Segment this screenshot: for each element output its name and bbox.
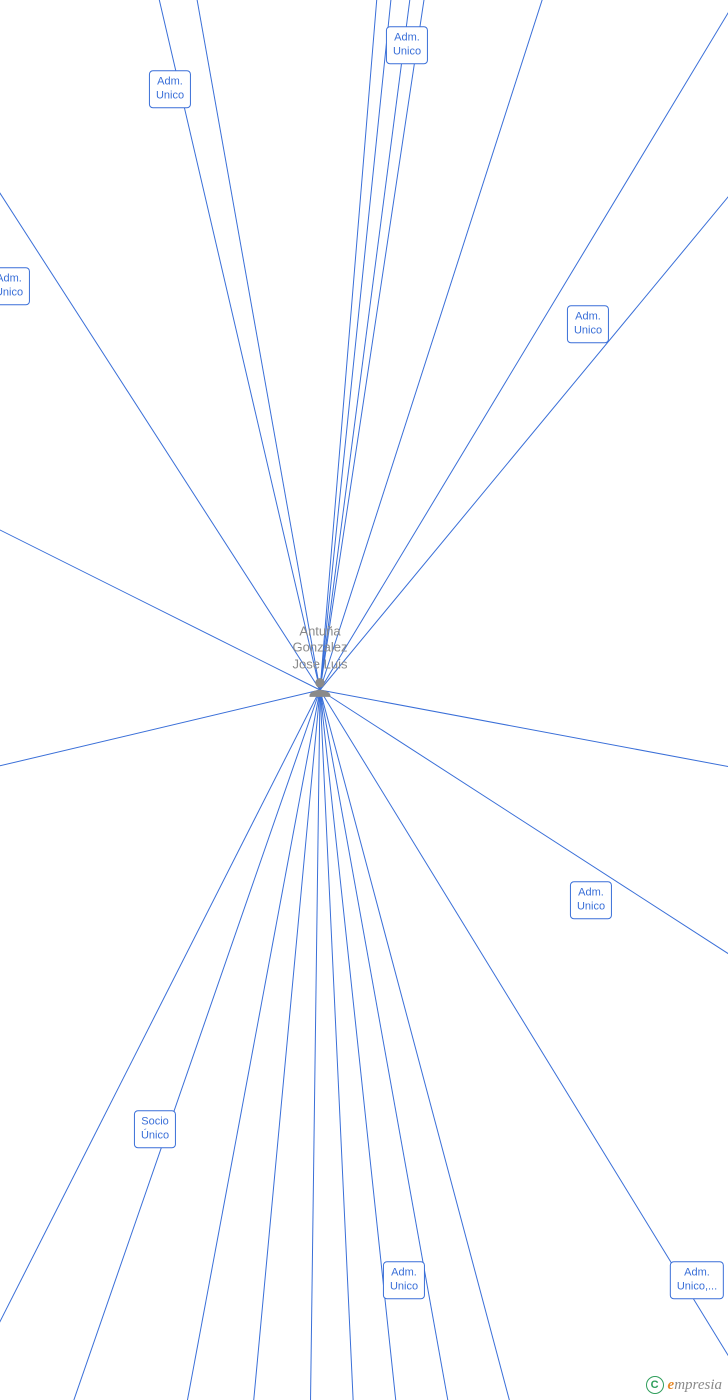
person-icon	[306, 674, 334, 707]
relation-node[interactable]: Adm. Unico	[149, 70, 191, 108]
graph-edge	[320, 690, 355, 1400]
relation-node[interactable]: Adm. Unico,...	[670, 1261, 724, 1299]
footer: C empresia	[646, 1376, 722, 1394]
graph-edge	[320, 690, 728, 780]
copyright-symbol: C	[651, 1379, 659, 1391]
graph-edge	[180, 690, 320, 1400]
relation-node[interactable]: Adm. Unico	[567, 305, 609, 343]
graph-edge	[320, 690, 728, 1400]
graph-edge	[60, 690, 320, 1400]
graph-edge	[310, 690, 320, 1400]
graph-edge	[250, 690, 320, 1400]
graph-edge	[320, 110, 728, 690]
graph-edge	[0, 500, 320, 690]
center-node-label: Antuña Gonzalez Jose Luis	[293, 623, 348, 672]
graph-edge	[320, 690, 728, 1000]
relation-node[interactable]: Adm. Unico	[570, 881, 612, 919]
graph-edge	[320, 0, 430, 690]
graph-edge	[190, 0, 320, 690]
copyright-icon: C	[646, 1376, 664, 1394]
relation-node[interactable]: Socio Único	[134, 1110, 176, 1148]
graph-canvas	[0, 0, 728, 1400]
graph-edge	[320, 0, 380, 690]
relation-node[interactable]: Adm. Unico	[383, 1261, 425, 1299]
relation-node[interactable]: Adm. Unico	[386, 26, 428, 64]
graph-edge	[0, 100, 320, 690]
graph-edge	[320, 0, 728, 690]
graph-edge	[320, 0, 415, 690]
brand-label: empresia	[668, 1377, 722, 1394]
graph-edge	[0, 690, 320, 1400]
relation-node[interactable]: Adm. Unico	[0, 267, 30, 305]
graph-edge	[320, 0, 395, 690]
graph-edge	[0, 690, 320, 780]
brand-rest: mpresia	[674, 1377, 722, 1393]
